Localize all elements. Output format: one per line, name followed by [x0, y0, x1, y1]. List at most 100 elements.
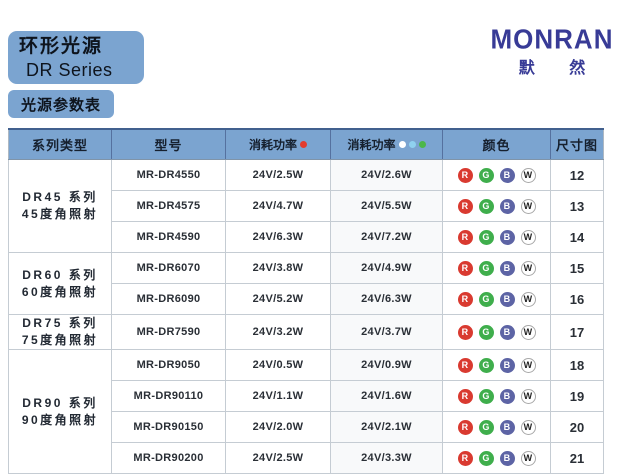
series-label: 60度角照射 — [21, 284, 99, 299]
power-r-cell: 24V/3.2W — [225, 314, 331, 350]
table-row: MR-DR90110 24V/1.1W 24V/1.6W R G B W 19 — [9, 380, 604, 412]
color-badge-r: R — [457, 419, 473, 435]
color-badge-b: B — [499, 167, 515, 183]
color-badge-r: R — [457, 357, 473, 373]
table-row: DR60 系列 60度角照射 MR-DR6070 24V/3.8W 24V/4.9W R G… — [8, 252, 604, 315]
color-badge-w: W — [520, 450, 536, 466]
power-dot — [408, 141, 416, 149]
page-title-en: DR Series — [26, 60, 113, 80]
power-wbg-cell: 24V/4.9W — [330, 252, 443, 284]
size-cell: 19 — [550, 380, 604, 412]
color-badge-w: W — [520, 357, 536, 373]
page-title-cn: 环形光源 — [19, 36, 104, 57]
header-power-red: 消耗功率 — [225, 128, 331, 160]
power-r-cell: 24V/0.5W — [225, 349, 331, 381]
table-row: DR90 系列 90度角照射 MR-DR9050 24V/0.5W 24V/0.9W R G… — [8, 349, 604, 474]
size-cell: 14 — [550, 221, 604, 253]
size-cell: 17 — [550, 314, 604, 350]
size-cell: 20 — [550, 411, 604, 443]
power-dot — [398, 141, 406, 149]
subtitle-badge: 光源参数表 — [8, 90, 114, 118]
power-wbg-cell: 24V/5.5W — [330, 190, 443, 222]
power-wbg-cell: 24V/6.3W — [330, 283, 443, 315]
header-size-label: 尺寸图 — [555, 138, 598, 153]
brand-logo-text: MONRAN — [490, 23, 614, 55]
series-label: 45度角照射 — [21, 207, 99, 221]
header-color: 颜色 — [442, 128, 551, 160]
series-label: 75度角照射 — [21, 333, 99, 347]
color-badge-g: G — [478, 291, 494, 307]
color-badge-g: G — [478, 324, 494, 340]
header-power-wbg-label: 消耗功率 — [347, 138, 396, 152]
power-r-cell: 24V/5.2W — [225, 283, 331, 315]
color-badge-b: B — [499, 198, 515, 214]
model-cell: MR-DR4590 — [111, 221, 226, 253]
color-badge-w: W — [520, 198, 536, 214]
power-wbg-cell: 24V/2.6W — [330, 159, 443, 191]
color-badge-r: R — [457, 450, 473, 466]
header-series-label: 系列类型 — [31, 138, 88, 153]
size-cell: 21 — [550, 442, 604, 474]
color-badge-b: B — [499, 419, 515, 435]
color-badge-b: B — [499, 229, 515, 245]
header-series: 系列类型 — [8, 128, 112, 160]
color-badge-g: G — [478, 198, 494, 214]
color-badge-b: B — [499, 450, 515, 466]
table-row: DR45 系列 45度角照射 MR-DR4550 24V/2.5W 24V/2.6W R G… — [8, 159, 604, 253]
series-cell: DR90 系列 90度角照射 — [8, 349, 112, 474]
power-r-cell: 24V/2.5W — [225, 159, 331, 191]
size-cell: 15 — [550, 252, 604, 284]
table-row: MR-DR6090 24V/5.2W 24V/6.3W R G B W 16 — [9, 283, 604, 315]
color-badge-w: W — [520, 229, 536, 245]
color-badge-g: G — [478, 357, 494, 373]
power-wbg-cell: 24V/7.2W — [330, 221, 443, 253]
header-row: 系列类型 型号 消耗功率 消耗功率 颜色 尺寸图 — [8, 128, 604, 160]
series-title-box: 环形光源 DR Series — [8, 31, 144, 84]
color-badge-r: R — [457, 167, 473, 183]
table-row: DR75 系列 75度角照射 MR-DR7590 24V/3.2W 24V/3.7W R G… — [8, 314, 604, 350]
color-badge-b: B — [499, 357, 515, 373]
size-cell: 16 — [550, 283, 604, 315]
table-row: MR-DR90150 24V/2.0W 24V/2.1W R G B W 20 — [9, 411, 604, 443]
series-label: DR60 系列 — [22, 267, 98, 282]
color-badge-w: W — [520, 291, 536, 307]
header-power-wbg: 消耗功率 — [330, 128, 443, 160]
header-size: 尺寸图 — [550, 128, 604, 160]
color-badge-b: B — [499, 324, 515, 340]
table-row: MR-DR4590 24V/6.3W 24V/7.2W R G B W 14 — [9, 221, 604, 253]
power-wbg-cell: 24V/1.6W — [330, 380, 443, 412]
color-badge-w: W — [520, 324, 536, 340]
spec-table-body: DR45 系列 45度角照射 MR-DR4550 24V/2.5W 24V/2.6W R G… — [8, 159, 604, 474]
color-badge-b: B — [499, 260, 515, 276]
header-power-red-label: 消耗功率 — [248, 138, 297, 152]
model-cell: MR-DR4575 — [111, 190, 226, 222]
series-cell: DR45 系列 45度角照射 — [8, 159, 112, 253]
spec-table-header: 系列类型 型号 消耗功率 消耗功率 颜色 尺寸图 — [8, 128, 604, 160]
series-label: DR90 系列 — [22, 395, 98, 410]
color-badge-g: G — [478, 388, 494, 404]
color-badge-g: G — [478, 419, 494, 435]
power-dot — [418, 141, 426, 149]
power-wbg-cell: 24V/3.3W — [330, 442, 443, 474]
power-wbg-cell: 24V/2.1W — [330, 411, 443, 443]
spec-table: 系列类型 型号 消耗功率 消耗功率 颜色 尺寸图 DR45 系列 45度角照射 MR… — [8, 128, 604, 474]
color-badge-b: B — [499, 291, 515, 307]
model-cell: MR-DR6070 — [111, 252, 226, 284]
size-cell: 13 — [550, 190, 604, 222]
power-dot — [300, 141, 307, 149]
color-badge-g: G — [478, 167, 494, 183]
model-cell: MR-DR90200 — [111, 442, 226, 474]
color-badge-w: W — [520, 419, 536, 435]
model-cell: MR-DR90150 — [111, 411, 226, 443]
color-badge-w: W — [520, 260, 536, 276]
color-badge-r: R — [457, 260, 473, 276]
model-cell: MR-DR4550 — [111, 159, 226, 191]
table-row: MR-DR4575 24V/4.7W 24V/5.5W R G B W 13 — [9, 190, 604, 222]
